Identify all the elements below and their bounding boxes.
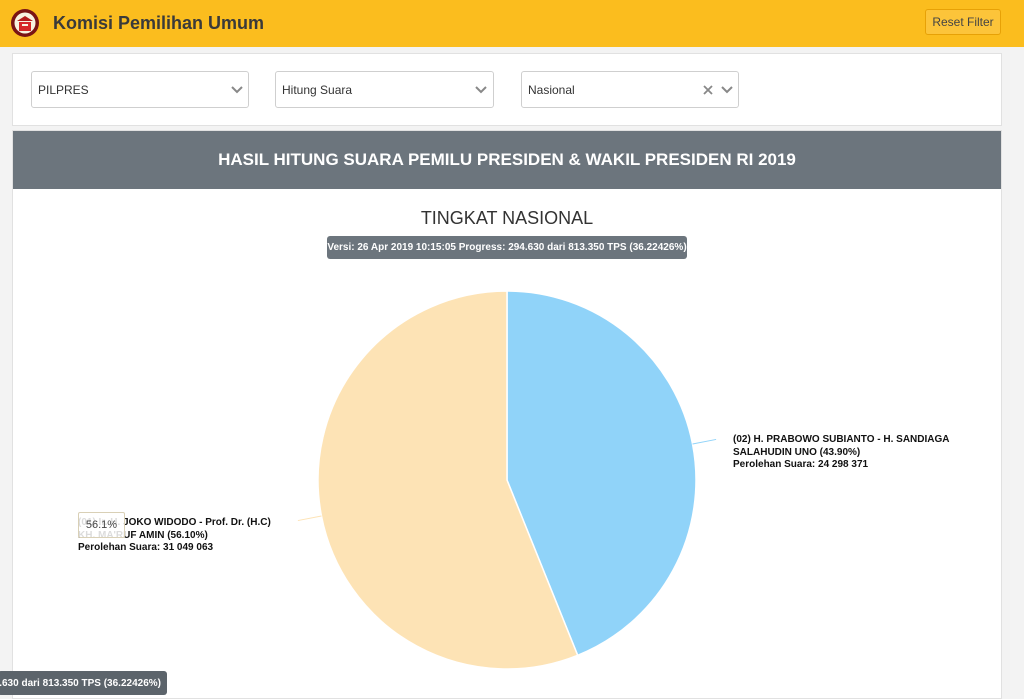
region-select[interactable]: Nasional [521, 71, 739, 108]
pie-slice-1[interactable] [317, 290, 579, 670]
slice-label-02-name-line1: (02) H. PRABOWO SUBIANTO - H. SANDIAGA [733, 434, 950, 445]
pie-slice-0[interactable] [506, 290, 697, 657]
leader-line-1 [297, 515, 322, 522]
version-progress-badge: Versi: 26 Apr 2019 10:15:05 Progress: 29… [327, 236, 687, 259]
election-type-value: PILPRES [38, 83, 89, 97]
slice-percent-tooltip: 56.1% [78, 512, 125, 538]
slice-label-01-name-line1: (01) Ir. H. JOKO WIDODO - Prof. Dr. (H.C… [78, 517, 271, 528]
slice-label-01-votes: Perolehan Suara: 31 049 063 [78, 542, 214, 553]
chevron-down-icon [231, 86, 243, 94]
kpu-logo-icon [11, 9, 39, 37]
panel-header-title: HASIL HITUNG SUARA PEMILU PRESIDEN & WAK… [13, 131, 1001, 189]
reset-filter-button[interactable]: Reset Filter [925, 9, 1001, 35]
filter-panel: PILPRES Hitung Suara Nasional [12, 53, 1002, 126]
slice-label-02-name-line2: SALAHUDIN UNO (43.90%) [733, 446, 861, 458]
election-type-select[interactable]: PILPRES [31, 71, 249, 108]
slice-label-01: (01) Ir. H. JOKO WIDODO - Prof. Dr. (H.C… [78, 517, 271, 555]
slice-label-01-name-line2: KH. MA'RUF AMIN (56.10%) [78, 529, 208, 541]
chart-title: TINGKAT NASIONAL [420, 208, 594, 228]
clear-icon[interactable] [702, 84, 714, 96]
count-mode-value: Hitung Suara [282, 83, 353, 97]
leader-line-0 [692, 438, 717, 445]
progress-tooltip: 294.630 dari 813.350 TPS (36.22426%) [0, 671, 167, 695]
count-mode-select[interactable]: Hitung Suara [275, 71, 494, 108]
app-title: Komisi Pemilihan Umum [53, 13, 265, 33]
top-bar: Komisi Pemilihan Umum Reset Filter [0, 0, 1024, 47]
region-value: Nasional [528, 83, 575, 97]
slice-label-02-votes: Perolehan Suara: 24 298 371 [733, 459, 869, 470]
slice-label-02: (02) H. PRABOWO SUBIANTO - H. SANDIAGA S… [733, 434, 950, 472]
chevron-down-icon [721, 86, 733, 94]
chevron-down-icon [475, 86, 487, 94]
